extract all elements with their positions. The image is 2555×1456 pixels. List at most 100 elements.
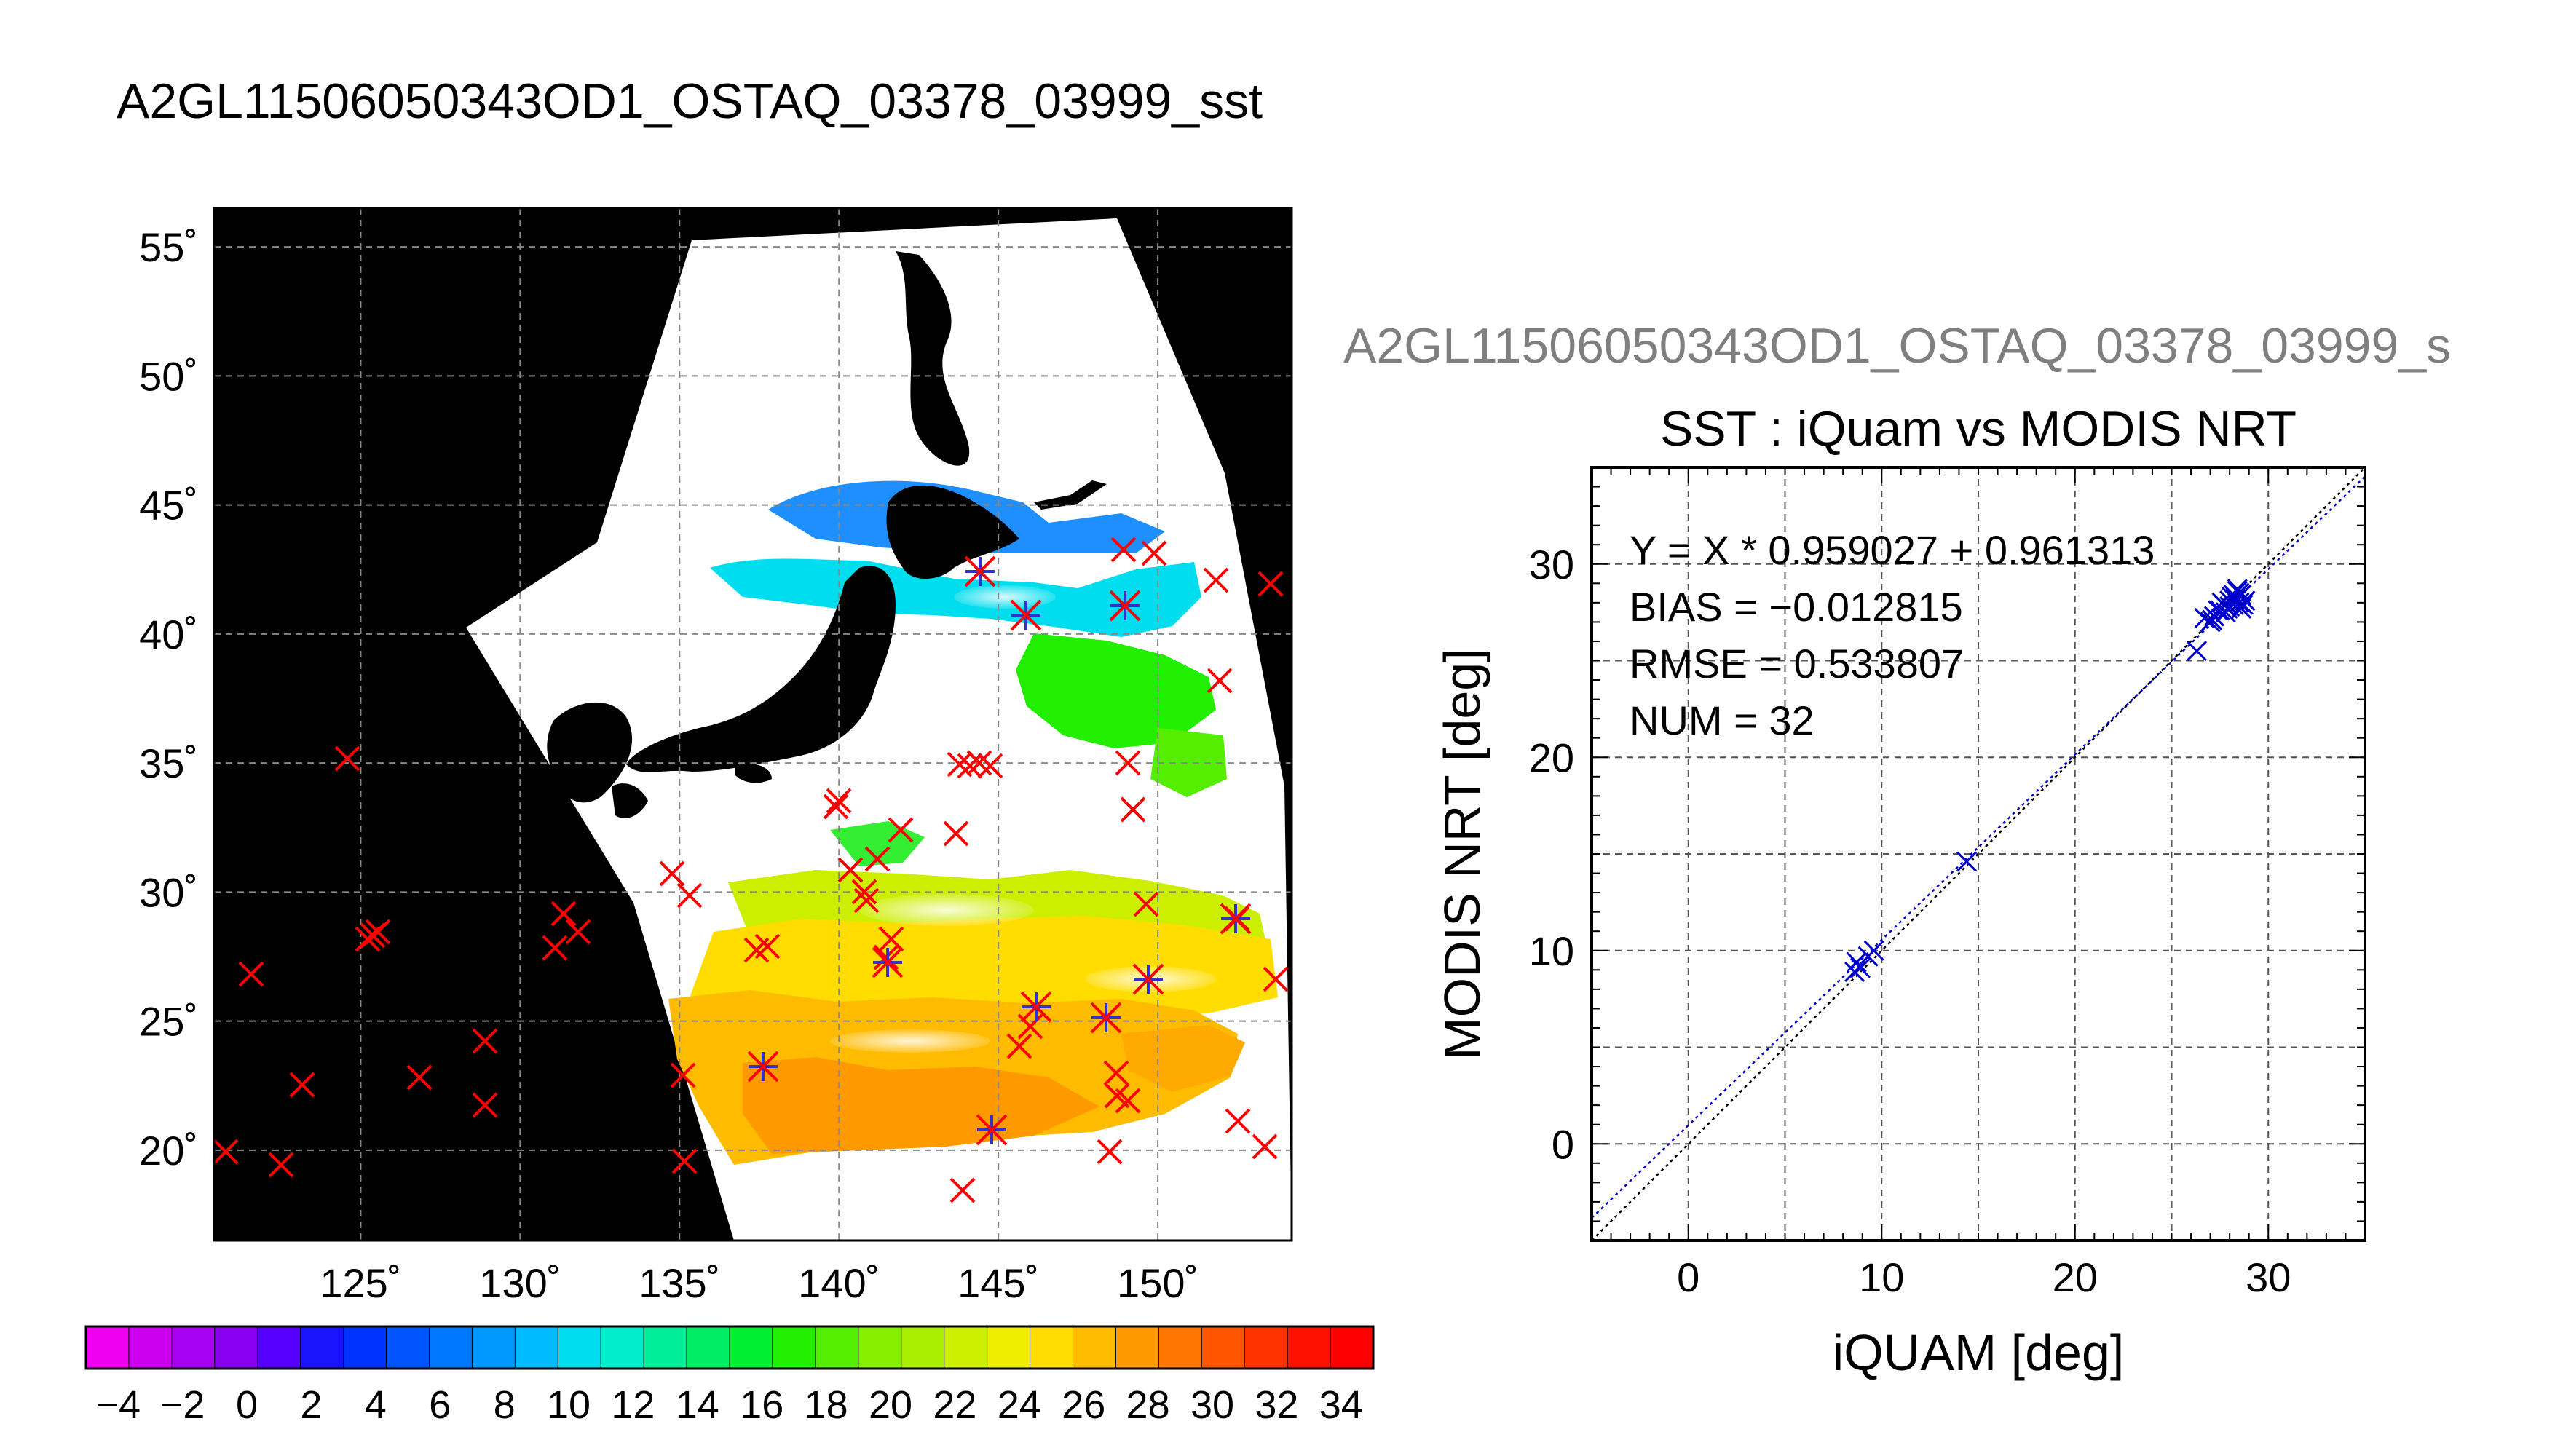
colorbar-segment: [472, 1326, 516, 1369]
stats-line: BIAS = −0.012815: [1630, 584, 1963, 630]
colorbar-label: 30: [1190, 1383, 1234, 1427]
land-sakhalin: [896, 251, 970, 466]
colorbar-label: 20: [869, 1383, 912, 1427]
land-kuril-islands: [1034, 480, 1107, 510]
data-point: [2202, 609, 2223, 630]
red-x-marker: [826, 788, 852, 814]
matched-marker: [1090, 1002, 1122, 1034]
colorbar-segment: [214, 1326, 258, 1369]
colorbar-segments: [86, 1326, 1374, 1369]
colorbar-segment: [257, 1326, 301, 1369]
red-x-marker: [1097, 1139, 1123, 1165]
colorbar-segment: [515, 1326, 559, 1369]
red-x-marker: [1110, 537, 1137, 563]
red-x-marker: [1120, 796, 1146, 823]
land-kyushu: [612, 783, 648, 818]
lat-tick-label: 25˚: [139, 999, 198, 1045]
colorbar-segment: [558, 1326, 602, 1369]
red-x-marker: [853, 887, 880, 914]
map-gridlines: [214, 208, 1292, 1241]
x-tick-label: 10: [1859, 1254, 1904, 1300]
colorbar-label: 34: [1319, 1383, 1363, 1427]
red-x-marker: [1225, 1108, 1251, 1134]
red-x-marker: [837, 857, 864, 883]
colorbar-label: −4: [95, 1383, 141, 1427]
lon-tick-label: 145˚: [957, 1260, 1039, 1306]
lon-tick-label: 125˚: [320, 1260, 401, 1306]
map-markers: [214, 537, 1289, 1203]
lon-tick-label: 150˚: [1117, 1260, 1198, 1306]
lat-tick-labels: 55˚ 50˚ 45˚ 40˚ 35˚ 30˚ 25˚ 20˚: [139, 224, 198, 1174]
red-x-marker: [1103, 1060, 1129, 1086]
colorbar-label: 0: [236, 1383, 258, 1427]
x-tick-label: 0: [1677, 1254, 1699, 1300]
y-tick-labels: 0 10 20 30: [1529, 542, 1574, 1168]
colorbar-segment: [815, 1326, 859, 1369]
red-x-marker: [949, 1177, 976, 1203]
red-x-marker: [542, 935, 568, 961]
lat-tick-label: 40˚: [139, 612, 198, 657]
red-x-marker: [977, 753, 1003, 779]
colorbar-label: 24: [998, 1383, 1041, 1427]
red-x-marker: [268, 1152, 294, 1178]
colorbar-segment: [386, 1326, 430, 1369]
data-point: [2208, 600, 2229, 621]
land-hokkaido: [886, 485, 1019, 579]
sst-green-band-3: [830, 821, 925, 866]
y-axis-label: MODIS NRT [deg]: [1434, 648, 1490, 1059]
colorbar-segment: [644, 1326, 688, 1369]
data-point: [2215, 602, 2236, 623]
lat-tick-label: 20˚: [139, 1128, 198, 1174]
colorbar-segment: [858, 1326, 902, 1369]
map-title: A2GL11506050343OD1_OSTAQ_03378_03999_sst: [117, 74, 1263, 129]
red-x-marker: [1115, 1088, 1141, 1114]
sst-green-band: [1016, 633, 1216, 748]
scatter-plot: 0 10 20 30 0 10 20 30 Y = X * 0.959027 + 0.961…: [1434, 466, 2366, 1381]
red-x-marker: [671, 1148, 698, 1174]
matched-marker: [1220, 903, 1252, 935]
colorbar-segment: [343, 1326, 387, 1369]
colorbar-label: −2: [160, 1383, 205, 1427]
red-x-marker: [676, 882, 703, 909]
red-x-marker: [1141, 540, 1167, 566]
red-x-marker: [1263, 966, 1289, 992]
sst-green-band-2: [1150, 728, 1227, 797]
cloud-patch: [830, 1029, 990, 1053]
land-honshu: [626, 566, 896, 772]
data-point: [2186, 641, 2208, 662]
colorbar-label: 12: [611, 1383, 655, 1427]
colorbar-segment: [1158, 1326, 1203, 1369]
lat-tick-label: 45˚: [139, 483, 198, 529]
y-tick-label: 10: [1529, 928, 1574, 974]
lon-tick-label: 140˚: [798, 1260, 880, 1306]
red-x-marker: [472, 1028, 498, 1054]
matched-marker: [1109, 590, 1141, 622]
sst-map: 55˚ 50˚ 45˚ 40˚ 35˚ 30˚ 25˚ 20˚ 125˚ 130˚ 135˚ 140…: [139, 207, 1293, 1306]
x-tick-label: 20: [2053, 1254, 2098, 1300]
colorbar: −4 −2 0 2 4 6 8 10 12 14 16 18 20 22 24 26 28 30 32 34: [84, 1325, 1375, 1427]
colorbar-segment: [987, 1326, 1031, 1369]
cloud-patch: [954, 585, 1056, 609]
red-x-marker: [238, 961, 264, 987]
colorbar-segment: [772, 1326, 816, 1369]
stats-line: NUM = 32: [1630, 697, 1814, 743]
red-x-marker: [878, 926, 904, 952]
red-x-marker: [823, 794, 849, 820]
red-x-marker: [670, 1062, 696, 1088]
matched-marker: [976, 1114, 1008, 1146]
red-x-marker: [289, 1072, 315, 1098]
colorbar-segment: [300, 1326, 344, 1369]
matched-marker: [747, 1051, 779, 1083]
lon-tick-labels: 125˚ 130˚ 135˚ 140˚ 145˚ 150˚: [320, 1260, 1198, 1306]
lat-tick-label: 55˚: [139, 224, 198, 270]
colorbar-segment: [1287, 1326, 1332, 1369]
lat-tick-label: 50˚: [139, 353, 198, 399]
cloud-patch: [1008, 801, 1140, 859]
colorbar-segment: [171, 1326, 216, 1369]
colorbar-labels: −4 −2 0 2 4 6 8 10 12 14 16 18 20 22 24 26 28 30 32 34: [95, 1383, 1362, 1427]
red-x-marker: [659, 860, 685, 887]
colorbar-label: 18: [805, 1383, 848, 1427]
colorbar-segment: [944, 1326, 988, 1369]
red-x-marker: [334, 745, 360, 772]
colorbar-segment: [1115, 1326, 1160, 1369]
